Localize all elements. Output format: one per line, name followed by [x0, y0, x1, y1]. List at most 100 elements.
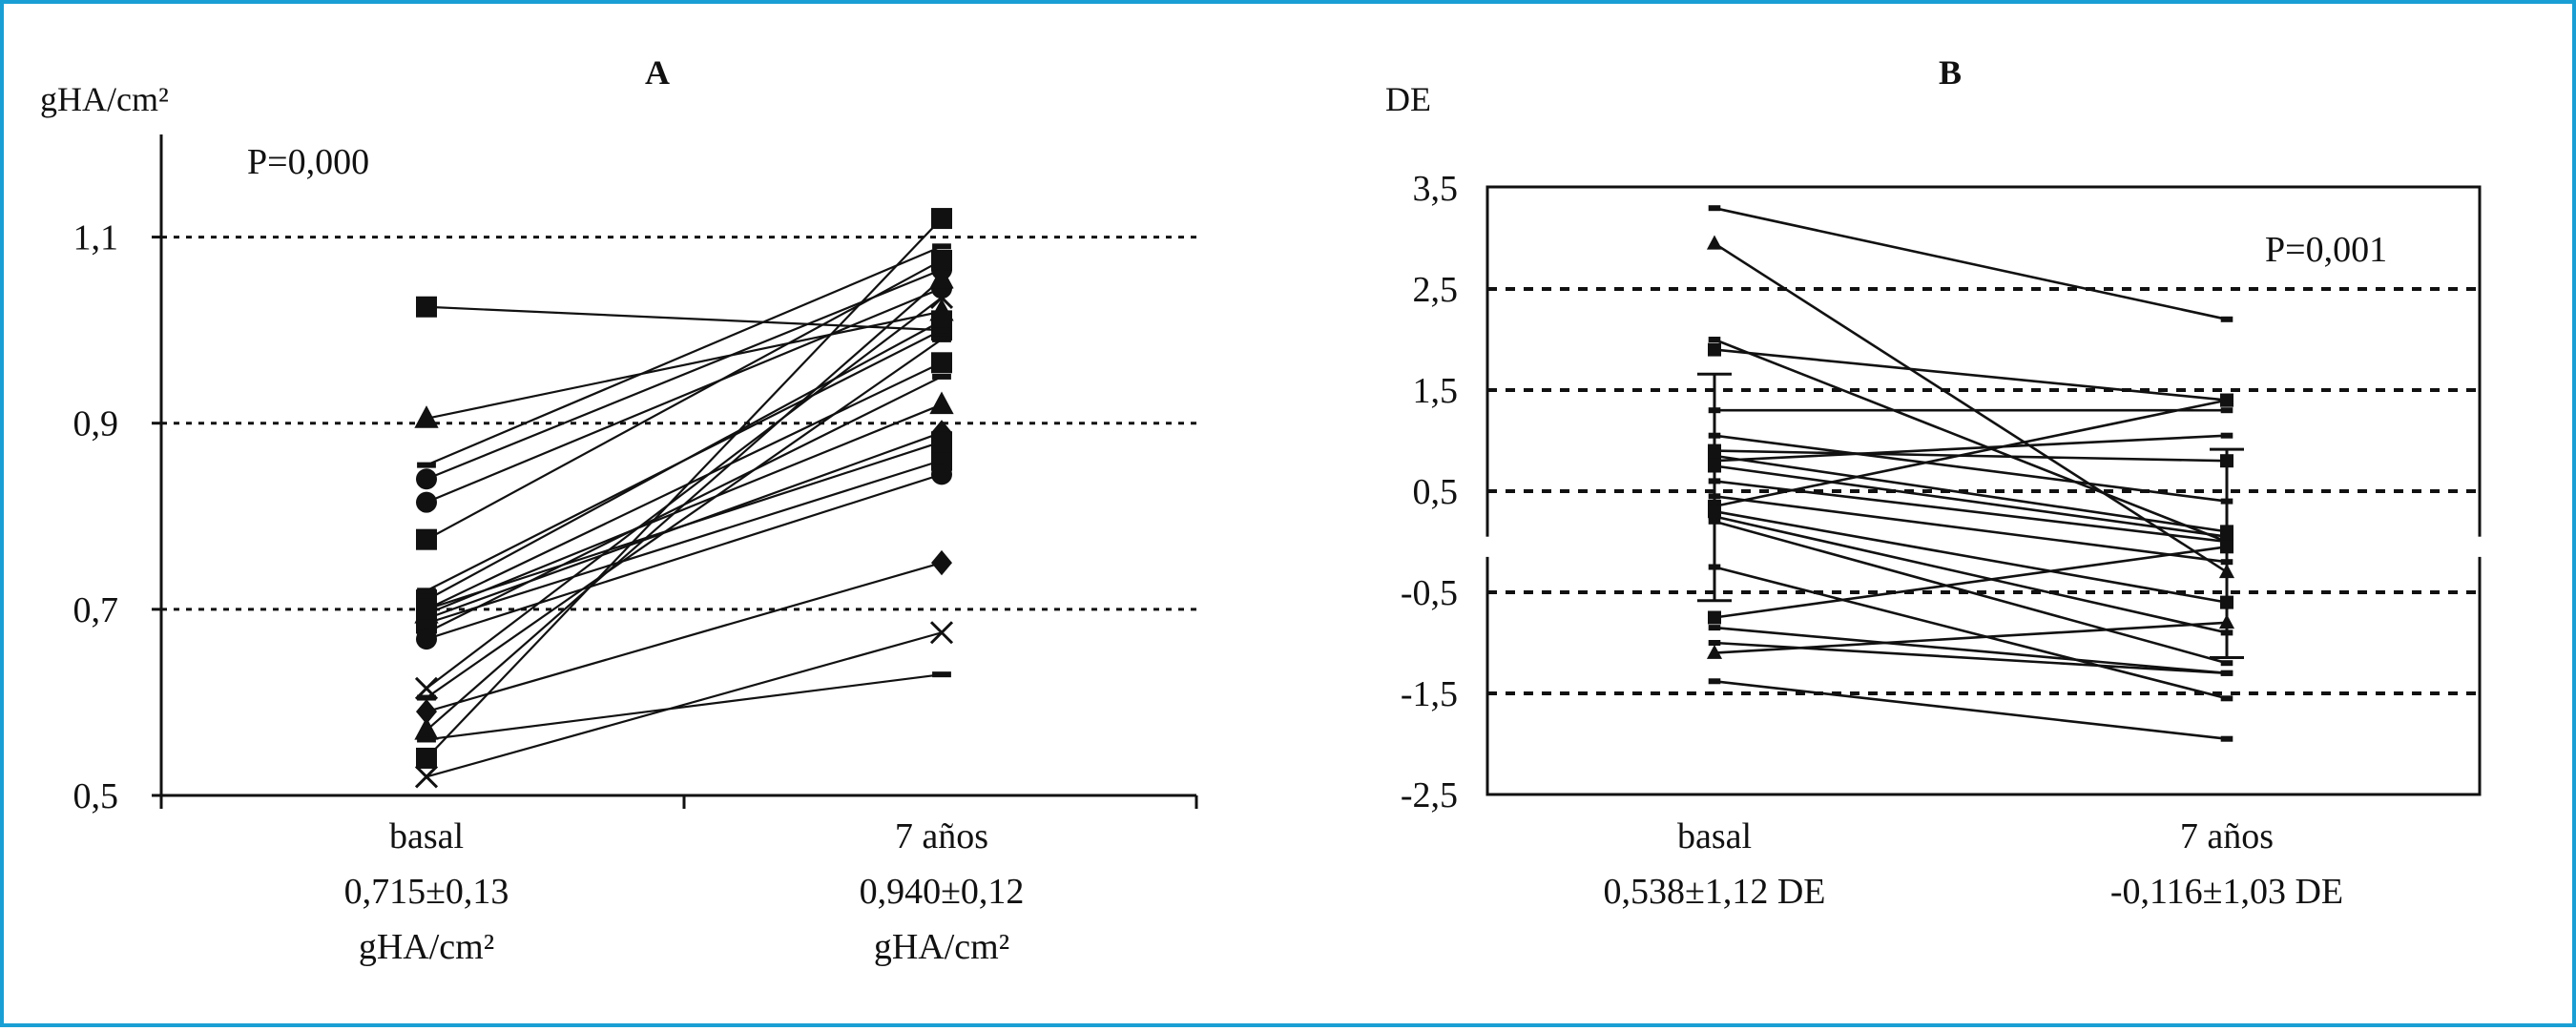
- panel-a-series-19: [417, 671, 951, 743]
- panel-b-series-14-line: [1714, 515, 2228, 634]
- panel-a-ytick-label-1: 0,7: [73, 590, 119, 630]
- panel-a-series-17-7anos-point: [931, 208, 952, 230]
- panel-b-series-9-line: [1714, 464, 2228, 538]
- panel-b-gridlines: [1482, 287, 2485, 695]
- panel-a-category-0-line-2: gHA/cm²: [359, 927, 494, 967]
- panel-a-series-4-line: [426, 287, 943, 504]
- panel-a-category-0-line-1: 0,715±0,13: [344, 872, 509, 912]
- panel-a-series-1-line: [426, 310, 943, 420]
- panel-b-ytick-label-6: -2,5: [1401, 775, 1458, 815]
- panel-a-series-21-7anos-point: [932, 327, 951, 334]
- panel-a-category-labels: basal 0,715±0,13 gHA/cm² 7 años 0,940±0,12 gH…: [344, 816, 1025, 967]
- panel-a-category-1-line-0: 7 años: [895, 816, 988, 856]
- panel-a-series-0: [416, 296, 952, 341]
- panel-a-series-14: [417, 336, 951, 701]
- panel-b-series-9: [1708, 459, 2233, 544]
- panel-a-series-4-basal-point: [416, 491, 437, 513]
- panel-b-series-0: [1708, 205, 2233, 322]
- panel-b-series-21-basal-point: [1708, 678, 1721, 685]
- panel-b-series-17-basal-point: [1708, 610, 1721, 625]
- panel-b-category-0-line-1: 0,538±1,12 DE: [1603, 872, 1825, 912]
- panel-b-category-1-line-0: 7 años: [2180, 816, 2274, 856]
- panel-b-category-labels: basal 0,538±1,12 DE 7 años -0,116±1,03 DE: [1603, 816, 2343, 912]
- panel-b-series-1-basal-point: [1706, 235, 1723, 250]
- panel-a-gridlines: [161, 236, 1196, 611]
- panel-b-series-2-basal-point: [1708, 337, 1721, 342]
- panel-a-series-0-line: [426, 305, 943, 332]
- panel-b-series-15-line: [1714, 520, 2228, 665]
- panel-a-ylabel: gHA/cm²: [40, 80, 169, 118]
- panel-a-ytick-label-2: 0,9: [73, 404, 119, 444]
- panel-b-ytick-label-0: 3,5: [1413, 169, 1459, 209]
- panel-b-series-10-line: [1714, 480, 2228, 544]
- panel-b-right-axis-break: [2474, 536, 2485, 557]
- panel-a-series-16-line: [426, 278, 943, 732]
- panel-a-series-13: [414, 285, 954, 700]
- panel-b-series-8-7anos-point: [2220, 432, 2233, 439]
- panel-a-series-8-7anos-point: [929, 391, 954, 415]
- panel-a-series-14-line: [426, 338, 943, 699]
- panel-a-series-15-basal-point: [416, 698, 437, 725]
- panel-b-ytick-label-2: 1,5: [1413, 371, 1459, 411]
- panel-b-ytick-label-3: 0,5: [1413, 472, 1459, 512]
- panel-a-title: A: [645, 53, 670, 92]
- panel-a-series-20-line: [426, 441, 943, 610]
- panel-b-series-18-line: [1714, 626, 2228, 675]
- panel-b-title: B: [1939, 53, 1962, 92]
- panel-b-series-20-line: [1714, 621, 2228, 654]
- panel-a-series-12-basal-point: [416, 629, 437, 650]
- panel-b-series-0-basal-point: [1708, 205, 1721, 212]
- panel-b-series-20-basal-point: [1706, 644, 1723, 659]
- panel-a-series-12-7anos-point: [931, 464, 952, 485]
- panel-a-series-18: [414, 621, 954, 789]
- panel-a-ytick-label-0: 0,5: [73, 776, 119, 816]
- panel-b-series-2-line: [1714, 338, 2228, 544]
- panel-b-series-21-line: [1714, 679, 2228, 740]
- panel-b-series-0-line: [1714, 206, 2228, 321]
- panel-b-category-1-line-1: -0,116±1,03 DE: [2110, 872, 2343, 912]
- panel-b: B DE P=0,001 3,5 2,5 1,5 0,5 -0,5 -1,5 -2,5 ba…: [1385, 53, 2485, 912]
- panel-a-series-17: [416, 208, 952, 769]
- panel-a-series-16: [414, 265, 954, 740]
- panel-b-series-16-line: [1714, 566, 2228, 700]
- panel-a-series-5-line: [426, 258, 943, 541]
- panel-b-left-axis-break: [1482, 536, 1493, 557]
- panel-b-series-11-line: [1714, 495, 2228, 564]
- panel-b-ytick-labels: 3,5 2,5 1,5 0,5 -0,5 -1,5 -2,5: [1401, 169, 1458, 815]
- panel-a: A gHA/cm² P=0,000 0,5 0,7 0,9 1,1 basal 0,71…: [40, 53, 1198, 967]
- panel-a-series-10-line: [426, 459, 943, 625]
- panel-b-series-21: [1708, 678, 2233, 742]
- panel-a-series-20-basal-point: [416, 598, 437, 620]
- panel-a-series: [414, 208, 954, 789]
- panel-b-series-13-line: [1714, 509, 2228, 604]
- panel-b-series-0-7anos-point: [2220, 316, 2233, 322]
- panel-b-series-3-basal-point: [1708, 342, 1721, 357]
- panel-b-series-11: [1708, 493, 2233, 566]
- panel-a-series-14-basal-point: [417, 694, 436, 701]
- panel-b-series-5-line: [1714, 434, 2228, 503]
- panel-a-series-3-basal-point: [416, 468, 437, 490]
- panel-a-series-20-7anos-point: [931, 431, 952, 453]
- panel-a-series-13-7anos-point: [929, 285, 954, 310]
- panel-b-ytick-label-5: -1,5: [1401, 674, 1458, 714]
- panel-a-series-2-basal-point: [417, 462, 436, 468]
- panel-a-series-14-7anos-point: [932, 336, 951, 342]
- panel-a-series-5-basal-point: [416, 528, 437, 550]
- panel-b-pvalue: P=0,001: [2265, 230, 2387, 270]
- panel-a-series-11-7anos-point: [932, 373, 951, 380]
- panel-b-series-3: [1708, 342, 2233, 407]
- panel-a-series-16-basal-point: [414, 716, 439, 740]
- panel-a-series-15-line: [426, 562, 943, 713]
- panel-a-ytick-labels: 0,5 0,7 0,9 1,1: [73, 218, 119, 816]
- panel-a-series-12-line: [426, 473, 943, 641]
- panel-a-series-21-line: [426, 329, 943, 592]
- panel-b-series-19: [1708, 640, 2233, 676]
- panel-b-series-8-line: [1714, 434, 2228, 463]
- panel-a-series-10: [416, 449, 952, 634]
- panel-a-series-1-basal-point: [414, 405, 439, 428]
- panel-a-series-15: [416, 549, 952, 725]
- panel-a-series-8: [414, 391, 954, 624]
- panel-a-category-0-line-0: basal: [389, 816, 464, 856]
- panel-b-series-18-basal-point: [1708, 625, 1721, 631]
